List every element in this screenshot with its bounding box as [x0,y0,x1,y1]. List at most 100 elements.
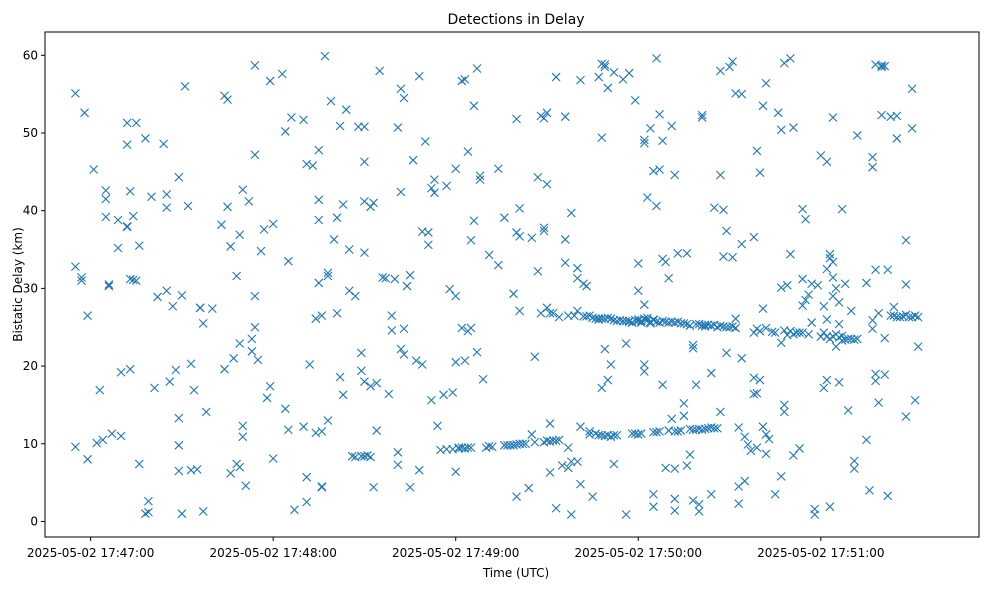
scatter-point [159,139,169,149]
scatter-point [560,112,570,122]
scatter-point [752,146,762,156]
scatter-point [423,228,433,237]
scatter-point [795,444,804,453]
scatter-point [445,284,455,294]
scatter-point [174,172,184,182]
scatter-point [709,203,719,212]
scatter-point [238,185,248,195]
scatter-point [639,367,649,376]
scatter-point [682,249,692,258]
scatter-point [621,510,631,519]
scatter-point [411,356,421,366]
scatter-point [423,240,433,250]
scatter-point [128,211,138,221]
scatter-point [189,385,199,395]
scatter-point [147,192,156,202]
scatter-point [366,381,375,391]
scatter-point [868,324,877,334]
scatter-point [469,216,479,226]
scatter-point [265,76,275,86]
scatter-point [831,283,841,293]
scatter-point [338,200,348,209]
scatter-point [357,348,366,358]
scatter-point [901,235,911,245]
scatter-point [509,440,518,450]
scatter-point [834,297,844,307]
scatter-point [265,381,275,391]
scatter-point [323,416,333,425]
scatter-point [676,426,686,435]
scatter-point [305,360,315,369]
scatter-point [822,264,832,274]
scatter-point [691,319,701,329]
scatter-point [387,311,397,320]
scatter-point [597,383,607,393]
scatter-point [573,263,582,273]
scatter-point [819,383,829,393]
scatter-point [77,276,86,286]
scatter-point [378,273,388,282]
scatter-point [770,328,780,338]
scatter-point [238,432,248,442]
scatter-point [779,58,789,68]
scatter-point [798,328,807,338]
scatter-point [134,459,144,469]
scatter-point [834,378,844,387]
scatter-point [554,312,564,322]
scatter-point [116,431,126,441]
scatter-point [737,353,747,363]
scatter-point [174,413,184,423]
scatter-point [871,376,880,386]
scatter-point [542,179,552,189]
scatter-point [551,436,561,446]
scatter-point [122,222,132,232]
scatter-point [235,339,245,348]
scatter-point [122,118,132,128]
scatter-point [493,260,503,270]
scatter-point [338,390,348,400]
scatter-point [302,472,312,482]
scatter-point [393,460,403,470]
scatter-point [673,249,683,258]
scatter-point [597,133,607,143]
scatter-point [223,202,232,212]
scatter-point [131,276,141,286]
scatter-point [746,446,756,456]
scatter-point [868,152,877,162]
scatter-point [335,372,345,382]
scatter-point [761,323,771,333]
scatter-point [758,422,768,432]
x-tick-label: 2025-05-02 17:50:00 [575,546,702,560]
scatter-point [840,279,850,289]
scatter-point [822,315,832,324]
scatter-point [162,203,172,212]
scatter-point [326,96,336,106]
scatter-point [472,347,482,357]
scatter-point [460,75,470,84]
scatter-point [603,313,613,323]
scatter-point [335,121,345,131]
scatter-point [740,432,750,442]
scatter-point [563,463,573,473]
scatter-point [901,280,911,289]
scatter-point [737,239,747,249]
scatter-point [83,311,92,320]
scatter-point [539,113,549,123]
scatter-point [220,364,229,374]
scatter-point [600,344,610,354]
scatter-point [874,308,883,318]
scatter-point [910,395,920,405]
scatter-point [661,257,671,267]
scatter-point [396,84,406,94]
scatter-point [731,314,741,324]
scatter-point [624,317,634,327]
scatter-point [697,425,707,435]
scatter-point [798,301,807,310]
scatter-point [852,130,862,140]
scatter-point [913,312,923,322]
scatter-point [165,377,175,387]
scatter-point [661,463,671,473]
scatter-point [186,359,196,369]
scatter-point [594,72,604,82]
scatter-point [533,266,543,276]
